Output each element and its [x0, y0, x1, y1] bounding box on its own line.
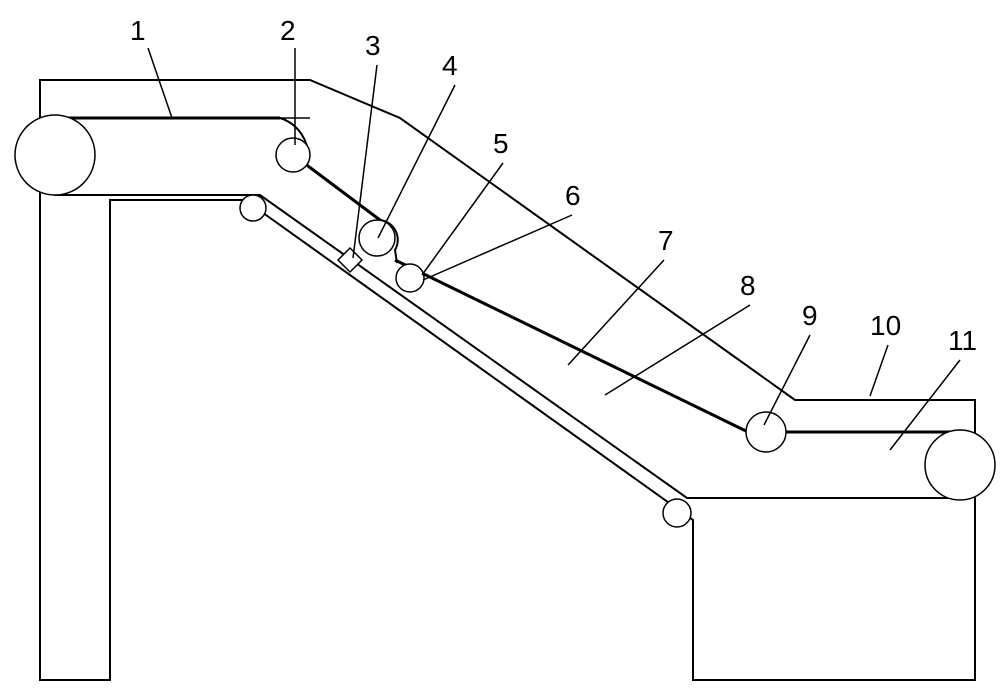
end-roller-right: [925, 430, 995, 500]
end-roller-left: [15, 115, 95, 195]
belt-top-segment-1: [300, 160, 380, 220]
leader-line-8: [605, 305, 750, 395]
label-5: 5: [493, 128, 509, 160]
label-9: 9: [802, 300, 818, 332]
label-8: 8: [740, 270, 756, 302]
roller-4: [359, 220, 395, 256]
leader-line-1: [148, 48, 172, 118]
label-2: 2: [280, 15, 296, 47]
roller-9: [746, 412, 786, 452]
roller-idler-bottom: [663, 499, 691, 527]
label-6: 6: [565, 180, 581, 212]
leader-line-9: [764, 335, 810, 425]
label-1: 1: [130, 15, 146, 47]
leader-line-4: [378, 85, 455, 238]
label-7: 7: [658, 225, 674, 257]
leader-line-10: [870, 345, 888, 396]
leader-line-6: [423, 215, 572, 280]
leader-line-5: [422, 163, 503, 275]
label-4: 4: [442, 50, 458, 82]
belt-bottom-segment-0: [55, 195, 960, 498]
roller-idler-top: [240, 195, 266, 221]
label-11: 11: [948, 325, 977, 357]
roller-6: [396, 264, 424, 292]
label-3: 3: [365, 30, 381, 62]
label-10: 10: [870, 310, 901, 342]
roller-2: [276, 138, 310, 172]
technical-diagram: [0, 0, 1000, 689]
outer-housing: [40, 80, 975, 680]
leader-line-7: [568, 260, 664, 365]
